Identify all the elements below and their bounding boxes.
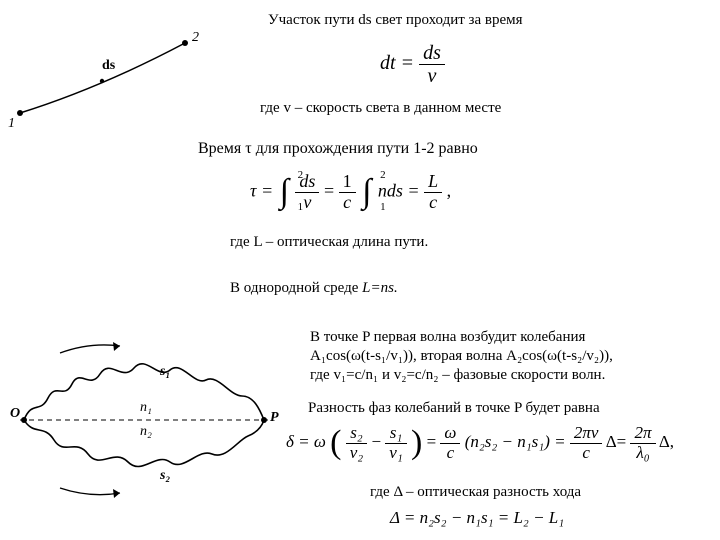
eq-d-d2: Δ, bbox=[659, 432, 674, 451]
text-ds-time: Участок пути ds свет проходит за время bbox=[268, 12, 523, 29]
eq-d-f1d: v₂ bbox=[346, 444, 367, 463]
eq-tau: τ = ∫ 2 1 ds v = 1 c ∫ 2 1 nds = L c , bbox=[250, 172, 451, 213]
int1-bot: 1 bbox=[298, 201, 304, 213]
int1-top: 2 bbox=[298, 169, 304, 181]
eq-d-f1n: s₂ bbox=[346, 424, 367, 444]
eq-d-eq1: = bbox=[427, 432, 441, 451]
eq-d-f4d: c bbox=[570, 444, 603, 463]
eq-d-mid: (n₂s₂ − n₁s₁) = bbox=[465, 432, 570, 451]
eq-d-f5d: λ₀ bbox=[630, 444, 655, 463]
point-mid bbox=[100, 79, 104, 83]
label-2: 2 bbox=[192, 30, 199, 46]
int-symbol-1: ∫ bbox=[280, 175, 289, 209]
int-symbol-2: ∫ bbox=[362, 175, 371, 209]
figure-two-paths: O P s₁ s₂ n₁ n₂ bbox=[10, 340, 290, 500]
arrow-bottom-head bbox=[113, 489, 120, 498]
arrow-bottom bbox=[60, 488, 120, 495]
label-n2: n₂ bbox=[140, 424, 152, 440]
eq-d-f4n: 2πν bbox=[570, 424, 603, 444]
point-1 bbox=[17, 110, 23, 116]
eq-dt: dt = ds v bbox=[380, 42, 445, 87]
text-L-optical: где L – оптическая длина пути. bbox=[230, 234, 428, 251]
path-curve bbox=[20, 43, 185, 113]
text-Lns: В однородной среде L=ns. bbox=[230, 280, 398, 297]
eq-d-f5n: 2π bbox=[630, 424, 655, 444]
label-P: P bbox=[270, 410, 279, 426]
arrow-top-head bbox=[113, 342, 120, 351]
eq-delta-def: Δ = n₂s₂ − n₁s₁ = L₂ − L₁ bbox=[390, 508, 564, 528]
eq-delta: δ = ω ( s₂ v₂ − s₁ v₁ ) = ω c (n₂s₂ − n₁… bbox=[286, 424, 674, 462]
two-paths-svg bbox=[10, 340, 290, 500]
eq-dt-lhs: dt = bbox=[380, 52, 414, 74]
eq-tau-nds: nds = bbox=[378, 180, 420, 200]
eq-d-lhs: δ = ω bbox=[286, 432, 326, 451]
paren-close: ) bbox=[411, 424, 422, 461]
eq-dt-num: ds bbox=[419, 42, 445, 65]
paren-open: ( bbox=[330, 424, 341, 461]
text-v-speed: где v – скорость света в данном месте bbox=[260, 100, 501, 117]
label-ds: ds bbox=[102, 58, 115, 74]
eq-d-f3d: c bbox=[440, 444, 460, 463]
text-point-P: В точке P первая волна возбудит колебани… bbox=[310, 328, 710, 384]
label-s2: s₂ bbox=[160, 468, 170, 484]
point-2 bbox=[182, 40, 188, 46]
eq-d-f2n: s₁ bbox=[385, 424, 406, 444]
eq-tau-f3d: c bbox=[424, 193, 442, 213]
label-n1: n₁ bbox=[140, 400, 152, 416]
eq-tau-f3n: L bbox=[424, 172, 442, 193]
eq-tau-mid: = bbox=[324, 180, 334, 200]
text-P-line3: где v₁=c/n₁ и v₂=c/n₂ – фазовые скорости… bbox=[310, 366, 710, 385]
text-P-line2: A₁cos(ω(t-s₁/v₁)), вторая волна A₂cos(ω(… bbox=[310, 347, 710, 366]
int2-bot: 1 bbox=[380, 201, 386, 213]
text-tau-intro: Время τ для прохождения пути 1-2 равно bbox=[198, 140, 478, 158]
label-O: O bbox=[10, 406, 20, 422]
arrow-top bbox=[60, 345, 120, 353]
figure-path-1-2: 1 2 ds bbox=[10, 18, 210, 128]
eq-dt-den: v bbox=[419, 65, 445, 87]
eq-tau-tail: , bbox=[447, 180, 452, 200]
eq-tau-f2n: 1 bbox=[339, 172, 356, 193]
text-P-line1: В точке P первая волна возбудит колебани… bbox=[310, 328, 710, 347]
text-delta-def: где Δ – оптическая разность хода bbox=[370, 484, 581, 501]
eq-d-f3n: ω bbox=[440, 424, 460, 444]
label-1: 1 bbox=[8, 116, 15, 132]
eq-d-d1: Δ= bbox=[606, 432, 631, 451]
int2-top: 2 bbox=[380, 169, 386, 181]
eq-d-f2d: v₁ bbox=[385, 444, 406, 463]
label-s1: s₁ bbox=[160, 364, 170, 380]
eq-tau-lhs: τ = bbox=[250, 180, 273, 200]
eq-tau-f2d: c bbox=[339, 193, 356, 213]
text-phase-diff: Разность фаз колебаний в точке P будет р… bbox=[308, 400, 600, 417]
eq-d-minus: − bbox=[371, 432, 385, 451]
